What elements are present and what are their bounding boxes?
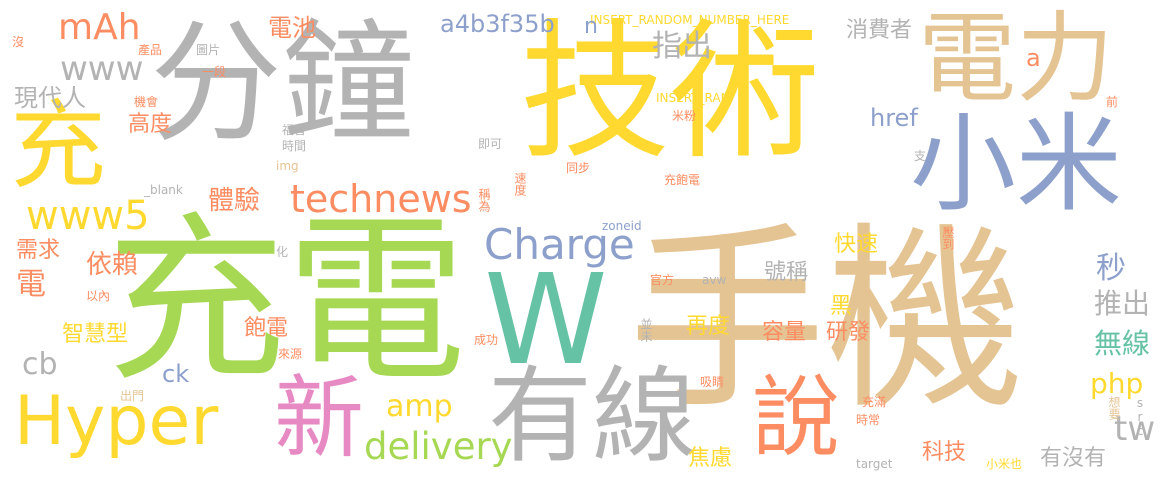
word-avw: avw [702,273,727,287]
word-wuxian: 無線 [1094,327,1151,360]
word-img: img [276,159,299,173]
word-chenggong: 成功 [474,333,499,347]
word-qian: 前 [1106,95,1119,109]
word-shijian: 時間 [282,139,307,153]
word-fenzhong: 分鐘 [150,7,414,161]
word-tiyan: 體驗 [208,186,261,216]
word-chongbaodian: 充飽電 [664,173,701,187]
word-keji: 科技 [922,440,967,465]
word-jike: 即可 [478,137,503,151]
word-tongbu: 同步 [566,161,591,175]
word-tuichu: 推出 [1094,287,1151,320]
word-target: target [856,457,893,471]
word-blank: _blank [144,183,183,197]
word-zhichu: 指出 [652,29,712,64]
word-amp: amp [386,389,453,424]
word-hua: 化 [276,245,289,259]
word-miao: 秒 [1096,251,1126,286]
word-chong: 充 [10,90,106,202]
word-yilai: 依賴 [86,250,139,280]
word-xin: 新 [274,366,364,471]
word-xijing: 吸睛 [700,375,725,389]
word-www: www [60,49,144,89]
word-tw: tw [1114,409,1156,449]
word-href: href [870,104,918,132]
word-xuqiu: 需求 [16,238,61,263]
word-zhihuixing: 智慧型 [62,322,129,347]
word-baodian: 飽電 [244,316,289,341]
word-xiaomi: 小米 [910,103,1122,226]
word-chumen: 出門 [120,389,145,403]
word-charge: Charge [484,220,635,269]
word-bingwei: 並未 [639,318,653,342]
word-shichang: 時常 [856,413,881,427]
word-hyper: Hyper [14,382,219,461]
word-sudu: 速度 [513,172,527,196]
word-laiyuan: 來源 [278,347,303,361]
word-youxian: 有線 [488,355,697,477]
word-guanfang: 官方 [650,273,675,287]
word-mei: 沒 [12,35,25,49]
word-gaodu: 高度 [128,112,173,137]
word-www5: www5 [26,193,150,239]
word-a4b3f35b: a4b3f35b [440,10,555,38]
word-yanfa: 研發 [826,320,871,345]
word-chengwei: 稱為 [477,188,491,212]
word-dianchi: 電池 [268,14,316,42]
word-xiaomiye: 小米也 [986,457,1023,471]
word-yiduan: 一段 [202,65,227,79]
word-hei: 黑 [830,294,853,319]
word-jishu: 技術 [520,6,821,180]
word-kuaisu: 快速 [834,232,879,257]
word-insert-random-number-here: INSERT_RANDOM_NUMBER_HERE [590,13,790,27]
word-rongliang: 容量 [762,320,807,345]
word-jihui: 機會 [134,95,159,109]
word-yadao: 壓到 [941,226,955,250]
word-xiandairen: 現代人 [14,84,86,112]
word-xiangyao: 想要 [1107,396,1121,420]
word-zhi: 支 [914,149,927,163]
word-chongdian: 充電 [106,197,467,406]
word-a: a [1026,44,1041,72]
word-zaidu: 再度 [686,314,731,339]
word-shuo: 說 [752,366,841,469]
word-php: php [1090,367,1144,400]
word-xiaofeizhe: 消費者 [846,18,913,43]
word-cb: cb [22,347,58,382]
word-mah: mAh [58,7,141,48]
word-chongman: 充滿 [862,395,887,409]
word-chanpin: 產品 [138,43,163,57]
word-ck: ck [162,360,190,388]
word-fuyin: 福音 [282,123,307,137]
word-delivery: delivery [364,425,513,468]
word-jiaolv: 焦慮 [688,446,733,471]
word-src: src [1133,396,1147,438]
word-dian: 電 [16,267,46,302]
word-n: n [584,14,598,39]
word-yinei: 以內 [86,289,111,303]
word-technews: technews [290,177,472,221]
word-dianli: 電力 [918,2,1115,116]
word-w: W [484,248,608,393]
word-youmeiyou: 有沒有 [1040,446,1107,471]
word-haocheng: 號稱 [764,260,809,285]
word-mifen: 米粉 [672,109,697,123]
word-tupian: 圖片 [196,43,221,57]
word-insert-ran: INSERT_RAN [656,91,730,105]
word-zoneid: zoneid [602,219,642,233]
word-shouji: 手機 [628,205,1024,436]
